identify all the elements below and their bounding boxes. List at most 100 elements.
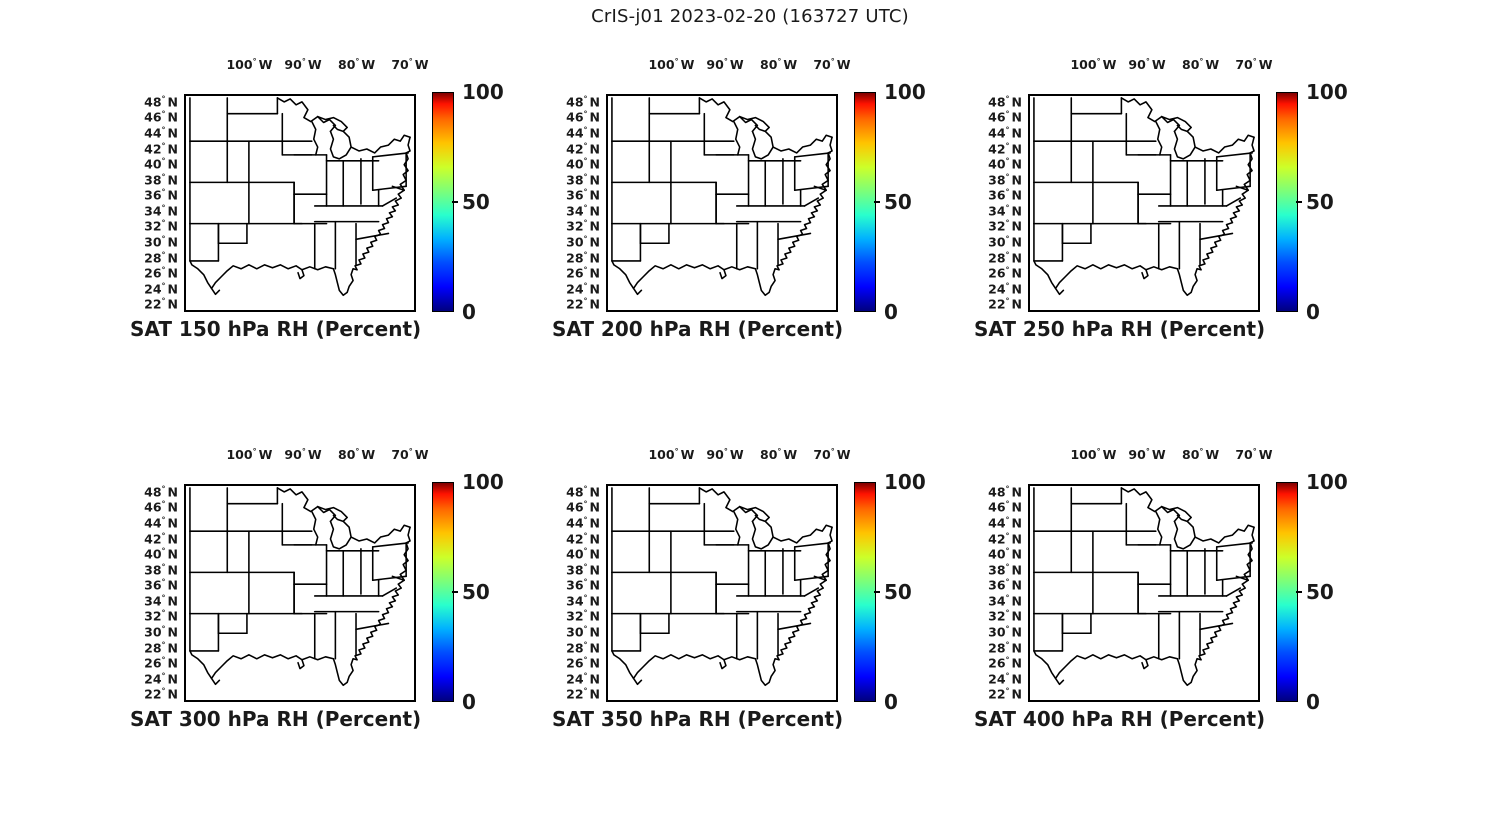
lat-tick-label-32N: 32° N xyxy=(144,218,178,234)
lat-tick-label-24N: 24° N xyxy=(144,281,178,297)
lat-tick-label-46N: 46° N xyxy=(144,109,178,125)
lat-tick-label-40N: 40° N xyxy=(144,156,178,172)
colorbar[interactable]: 100 50 0 xyxy=(1276,470,1376,714)
latitude-axis: 48° N 46° N 44° N 42° N 40° N 38° N 36° N 34° N 32° N 30° N… xyxy=(118,484,182,702)
panel-caption-300hpa: SAT 300 hPa RH (Percent) xyxy=(130,707,422,731)
lat-tick-label-28N: 28° N xyxy=(144,249,178,266)
lon-tick-label-80W: 80° W xyxy=(337,57,376,73)
map-frame[interactable] xyxy=(606,94,838,312)
lat-tick-label-44N: 44° N xyxy=(144,125,178,141)
lat-tick-label-26N: 26° N xyxy=(988,655,1022,671)
lat-tick-label-24N: 24° N xyxy=(566,671,600,687)
lat-tick-label-30N: 30° N xyxy=(144,234,178,250)
lat-tick-label-30N: 30° N xyxy=(144,624,178,640)
lat-tick-label-26N: 26° N xyxy=(988,265,1022,281)
colorbar[interactable]: 100 50 0 xyxy=(432,470,532,714)
panel-caption-150hpa: SAT 150 hPa RH (Percent) xyxy=(130,317,422,341)
lat-tick-label-28N: 28° N xyxy=(144,639,178,656)
lon-tick-label-80W: 80° W xyxy=(1181,57,1220,73)
map-panel-300hpa: 100° W 90° W 80° W 70° W 48° N 46° N 44° N 42° N 40° N 38… xyxy=(118,445,540,775)
colorbar-label-min: 0 xyxy=(462,300,476,324)
lat-tick-label-38N: 38° N xyxy=(144,172,178,188)
colorbar-label-min: 0 xyxy=(1306,300,1320,324)
lat-tick-label-34N: 34° N xyxy=(144,593,178,609)
latitude-axis: 48° N 46° N 44° N 42° N 40° N 38° N 36° N 34° N 32° N 30° N… xyxy=(118,94,182,312)
lat-tick-label-32N: 32° N xyxy=(144,608,178,624)
lat-tick-label-36N: 36° N xyxy=(988,577,1022,593)
colorbar-label-min: 0 xyxy=(462,690,476,714)
map-frame[interactable] xyxy=(606,484,838,702)
lat-tick-label-44N: 44° N xyxy=(566,125,600,141)
lat-tick-label-34N: 34° N xyxy=(988,593,1022,609)
lon-tick-label-70W: 70° W xyxy=(391,447,429,463)
lon-tick-label-100W: 100° W xyxy=(648,447,695,463)
lat-tick-label-26N: 26° N xyxy=(566,265,600,281)
us-map-outline xyxy=(611,97,833,297)
colorbar-label-max: 100 xyxy=(1306,470,1348,494)
lon-tick-label-100W: 100° W xyxy=(226,447,273,463)
map-panel-400hpa: 100° W 90° W 80° W 70° W 48° N 46° N 44° N 42° N 40° N 38… xyxy=(962,445,1384,775)
panel-caption-350hpa: SAT 350 hPa RH (Percent) xyxy=(552,707,844,731)
map-panel-200hpa: 100° W 90° W 80° W 70° W 48° N 46° N 44° N 42° N 40° N 38… xyxy=(540,55,962,385)
colorbar-tick-mid xyxy=(1296,591,1302,593)
lat-tick-label-36N: 36° N xyxy=(566,577,600,593)
colorbar[interactable]: 100 50 0 xyxy=(432,80,532,324)
colorbar-gradient xyxy=(432,482,454,702)
lon-tick-label-80W: 80° W xyxy=(1181,447,1220,463)
lat-tick-label-24N: 24° N xyxy=(988,281,1022,297)
lon-tick-label-90W: 90° W xyxy=(706,447,744,463)
lat-tick-label-38N: 38° N xyxy=(566,562,600,578)
lat-tick-label-32N: 32° N xyxy=(988,218,1022,234)
lat-tick-label-40N: 40° N xyxy=(988,546,1022,562)
lat-tick-label-22N: 22° N xyxy=(144,296,178,312)
lat-tick-label-26N: 26° N xyxy=(566,655,600,671)
longitude-axis: 100° W 90° W 80° W 70° W xyxy=(1028,57,1272,79)
lat-tick-label-48N: 48° N xyxy=(988,484,1022,500)
map-frame[interactable] xyxy=(1028,484,1260,702)
lat-tick-label-32N: 32° N xyxy=(566,608,600,624)
lat-tick-label-44N: 44° N xyxy=(988,125,1022,141)
colorbar[interactable]: 100 50 0 xyxy=(1276,80,1376,324)
colorbar-label-mid: 50 xyxy=(462,580,490,604)
colorbar-label-min: 0 xyxy=(884,300,898,324)
colorbar-label-max: 100 xyxy=(462,80,504,104)
lat-tick-label-30N: 30° N xyxy=(566,234,600,250)
latitude-axis: 48° N 46° N 44° N 42° N 40° N 38° N 36° N 34° N 32° N 30° N… xyxy=(962,484,1026,702)
lon-tick-label-90W: 90° W xyxy=(284,447,322,463)
lat-tick-label-42N: 42° N xyxy=(988,530,1022,547)
longitude-axis: 100° W 90° W 80° W 70° W xyxy=(1028,447,1272,469)
lat-tick-label-24N: 24° N xyxy=(566,281,600,297)
lat-tick-label-28N: 28° N xyxy=(566,249,600,266)
colorbar[interactable]: 100 50 0 xyxy=(854,470,954,714)
map-frame[interactable] xyxy=(1028,94,1260,312)
lat-tick-label-48N: 48° N xyxy=(566,484,600,500)
lon-tick-label-70W: 70° W xyxy=(391,57,429,73)
panel-caption-250hpa: SAT 250 hPa RH (Percent) xyxy=(974,317,1266,341)
lat-tick-label-24N: 24° N xyxy=(144,671,178,687)
map-frame[interactable] xyxy=(184,94,416,312)
lat-tick-label-22N: 22° N xyxy=(566,296,600,312)
lat-tick-label-40N: 40° N xyxy=(144,546,178,562)
lon-tick-label-70W: 70° W xyxy=(1235,447,1273,463)
lon-tick-label-100W: 100° W xyxy=(226,57,273,73)
lon-tick-label-100W: 100° W xyxy=(1070,57,1117,73)
panel-caption-200hpa: SAT 200 hPa RH (Percent) xyxy=(552,317,844,341)
us-map-outline xyxy=(1033,487,1255,687)
figure-title: CrIS-j01 2023-02-20 (163727 UTC) xyxy=(591,6,909,27)
lon-tick-label-80W: 80° W xyxy=(337,447,376,463)
lon-tick-label-100W: 100° W xyxy=(648,57,695,73)
lat-tick-label-44N: 44° N xyxy=(566,515,600,531)
colorbar-tick-mid xyxy=(874,591,880,593)
lat-tick-label-34N: 34° N xyxy=(144,203,178,219)
map-frame[interactable] xyxy=(184,484,416,702)
colorbar-label-max: 100 xyxy=(1306,80,1348,104)
lat-tick-label-40N: 40° N xyxy=(988,156,1022,172)
lat-tick-label-42N: 42° N xyxy=(144,530,178,547)
colorbar-gradient xyxy=(854,482,876,702)
colorbar[interactable]: 100 50 0 xyxy=(854,80,954,324)
colorbar-label-max: 100 xyxy=(462,470,504,494)
lat-tick-label-46N: 46° N xyxy=(144,499,178,515)
longitude-axis: 100° W 90° W 80° W 70° W xyxy=(184,57,428,79)
colorbar-label-max: 100 xyxy=(884,80,926,104)
latitude-axis: 48° N 46° N 44° N 42° N 40° N 38° N 36° N 34° N 32° N 30° N… xyxy=(962,94,1026,312)
